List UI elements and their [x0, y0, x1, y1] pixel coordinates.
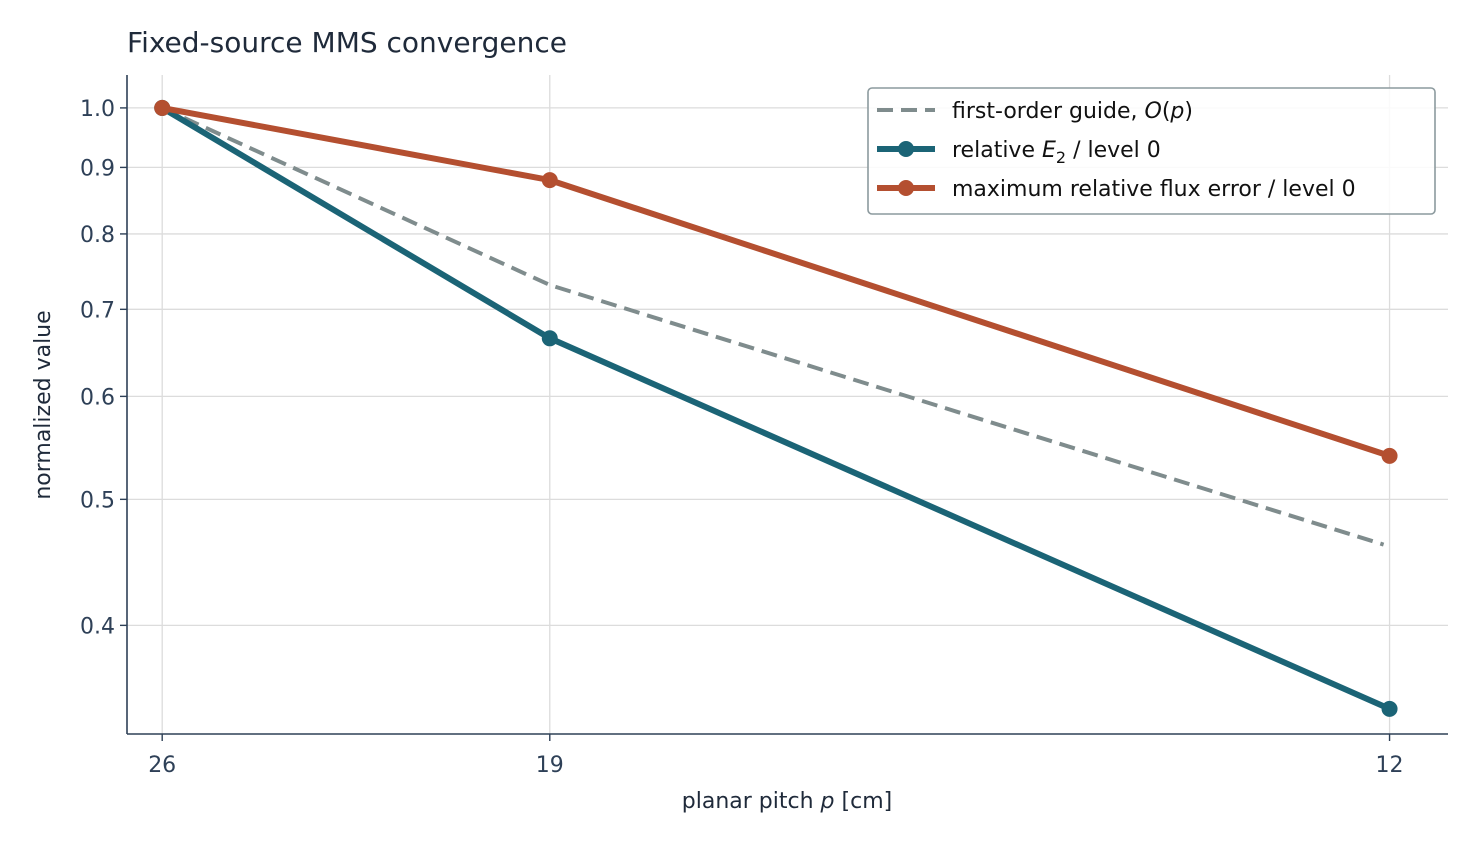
legend-label: relative E2 / level 0 — [952, 138, 1161, 167]
legend-item: relative E2 / level 0 — [877, 138, 1161, 167]
x-tick-label: 19 — [536, 753, 564, 778]
legend-label: maximum relative flux error / level 0 — [952, 177, 1356, 202]
grid-layer — [127, 75, 1448, 734]
series-layer — [154, 99, 1398, 717]
x-tick-label: 12 — [1376, 753, 1404, 778]
y-tick-label: 0.9 — [80, 156, 115, 181]
x-tick-label: 26 — [148, 753, 176, 778]
legend-box — [867, 87, 1436, 215]
y-axis-label: normalized value — [31, 310, 56, 499]
legend-label: first-order guide, O(p) — [952, 99, 1193, 124]
series-line — [161, 106, 1385, 547]
data-point — [1381, 447, 1398, 464]
legend: first-order guide, O(p) relative E2 / lev… — [867, 87, 1436, 215]
data-point — [541, 172, 558, 189]
series-2 — [154, 99, 1398, 464]
y-tick-label: 1.0 — [80, 97, 115, 122]
y-tick-label: 0.4 — [80, 614, 115, 639]
chart-title: Fixed-source MMS convergence — [127, 26, 567, 59]
legend-item: maximum relative flux error / level 0 — [877, 177, 1356, 202]
y-tick-label: 0.8 — [80, 223, 115, 248]
y-tick-label: 0.6 — [80, 385, 115, 410]
legend-item: first-order guide, O(p) — [877, 99, 1193, 124]
y-tick-label: 0.5 — [80, 488, 115, 513]
x-axis-label: planar pitch p [cm] — [682, 789, 892, 814]
axes-layer: 0.4 0.5 0.6 0.7 0.8 0.9 1.0 26 19 12 — [80, 75, 1448, 778]
y-tick-label: 0.7 — [80, 298, 115, 323]
legend-marker — [898, 180, 914, 196]
legend-marker — [898, 141, 914, 157]
series-0 — [161, 106, 1385, 547]
data-point — [154, 99, 171, 116]
data-point — [541, 330, 558, 347]
data-point — [1381, 700, 1398, 717]
